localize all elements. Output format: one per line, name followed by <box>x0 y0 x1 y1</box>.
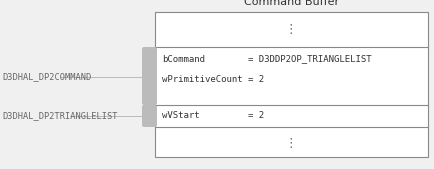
Text: ⋮: ⋮ <box>285 23 297 37</box>
Text: = D3DDP2OP_TRIANGLELIST: = D3DDP2OP_TRIANGLELIST <box>248 54 372 64</box>
Text: ⋮: ⋮ <box>285 137 297 150</box>
Text: D3DHAL_DP2TRIANGLELIST: D3DHAL_DP2TRIANGLELIST <box>2 112 118 120</box>
Text: = 2: = 2 <box>248 75 264 83</box>
Text: D3DHAL_DP2COMMAND: D3DHAL_DP2COMMAND <box>2 73 91 81</box>
Text: = 2: = 2 <box>248 112 264 120</box>
Text: wPrimitiveCount: wPrimitiveCount <box>162 75 243 83</box>
Text: bCommand: bCommand <box>162 54 205 64</box>
Bar <box>155 12 428 157</box>
FancyBboxPatch shape <box>142 47 157 105</box>
Text: Command Buffer: Command Buffer <box>244 0 339 7</box>
Text: wVStart: wVStart <box>162 112 200 120</box>
FancyBboxPatch shape <box>142 105 157 127</box>
